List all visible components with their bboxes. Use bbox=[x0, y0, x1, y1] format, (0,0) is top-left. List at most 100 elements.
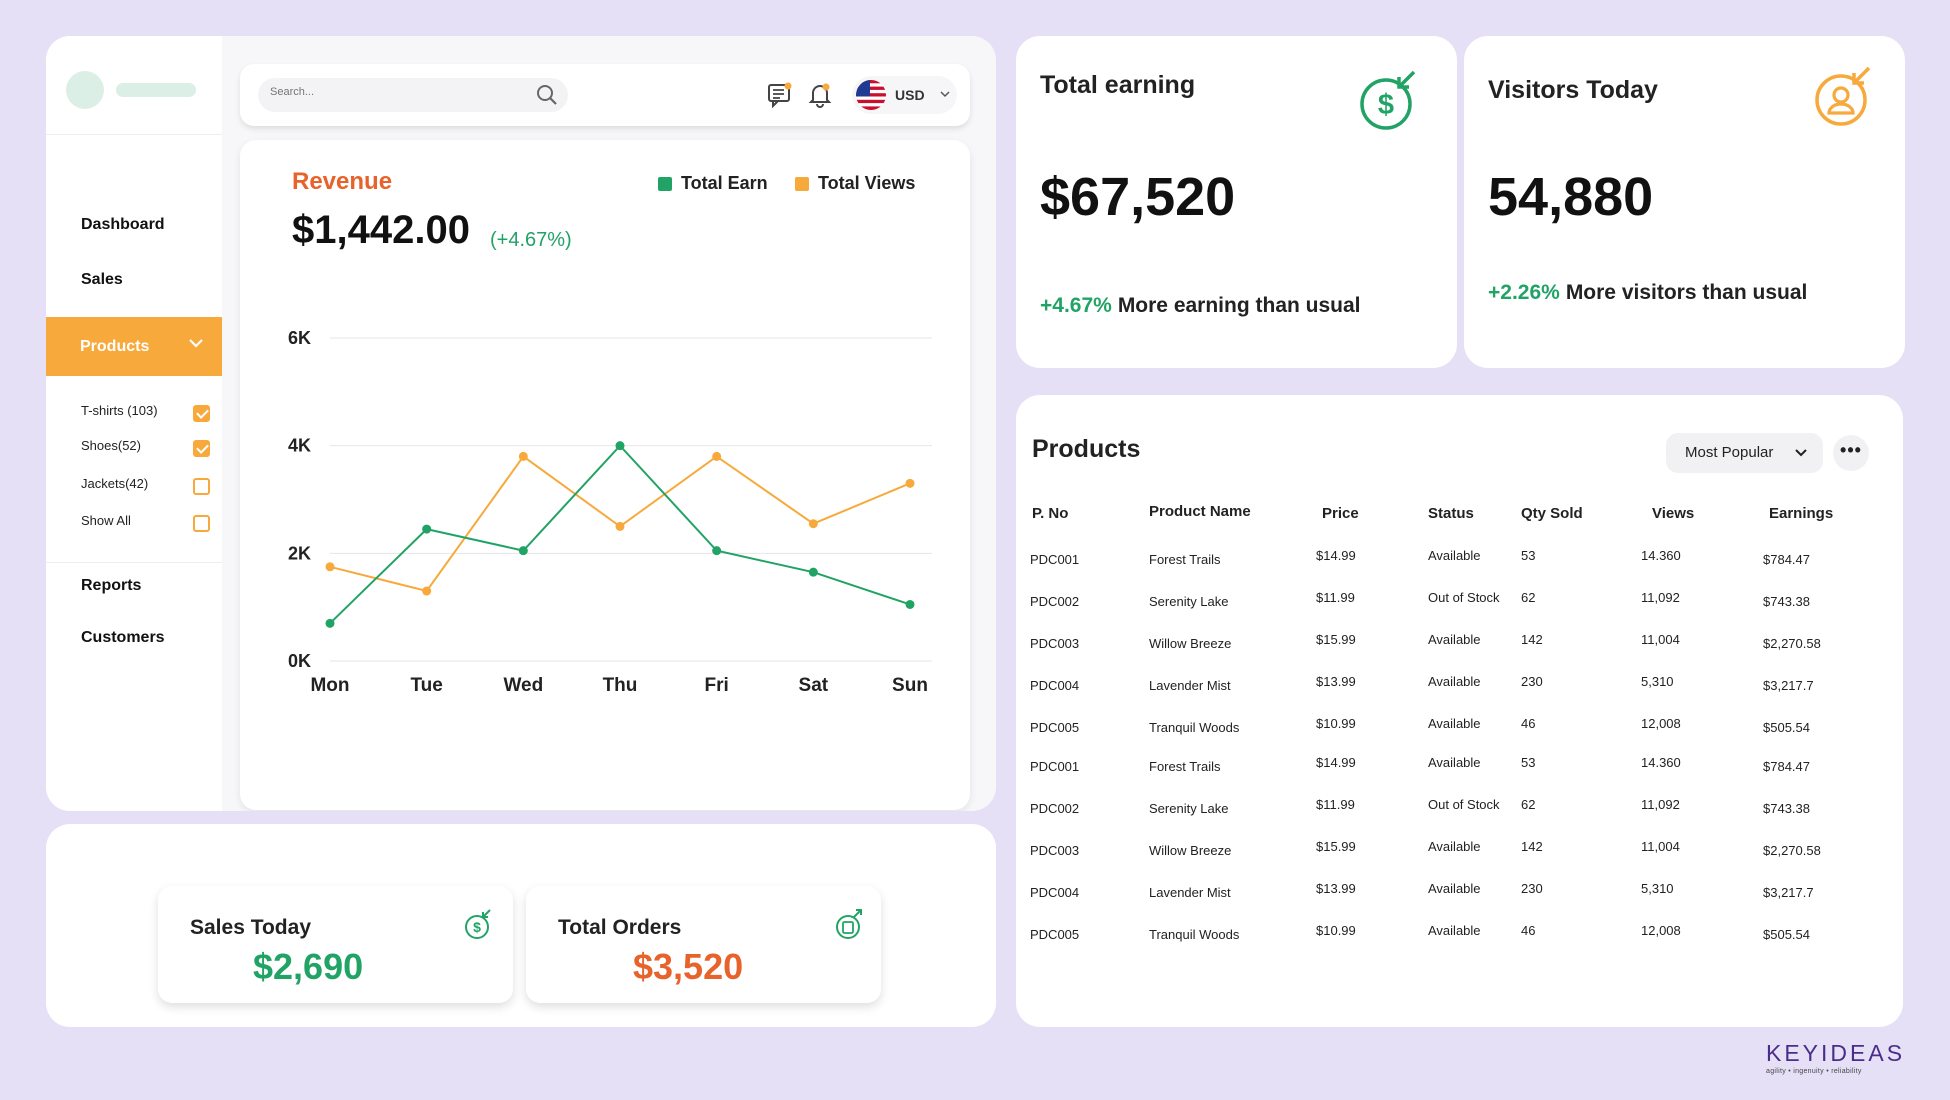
data-point[interactable] bbox=[518, 451, 528, 461]
total-earning-pct: +4.67% bbox=[1040, 294, 1112, 317]
data-point[interactable] bbox=[422, 524, 432, 534]
checkbox-shoes[interactable] bbox=[193, 440, 210, 457]
data-point[interactable] bbox=[325, 562, 335, 572]
more-options-button[interactable]: ••• bbox=[1833, 435, 1869, 471]
search-icon[interactable] bbox=[536, 84, 558, 106]
cell-qty-sold: 142 bbox=[1521, 839, 1543, 854]
data-point[interactable] bbox=[905, 478, 915, 488]
sales-today-value: $2,690 bbox=[253, 946, 364, 987]
cell-price: $10.99 bbox=[1316, 716, 1356, 731]
legend-label: Total Earn bbox=[681, 173, 768, 193]
sidebar: Dashboard Sales Products T-shirts (103) … bbox=[46, 36, 222, 811]
cell-price: $11.99 bbox=[1316, 590, 1355, 605]
column-header[interactable]: Product Name bbox=[1149, 503, 1251, 520]
cell-status: Available bbox=[1428, 839, 1481, 854]
data-point[interactable] bbox=[325, 618, 335, 628]
column-header[interactable]: Earnings bbox=[1769, 505, 1834, 522]
legend-swatch bbox=[658, 176, 672, 191]
legend-total-views: Total Views bbox=[795, 173, 915, 194]
cell-status: Available bbox=[1428, 755, 1481, 770]
logo-placeholder bbox=[116, 83, 196, 97]
visitors-today-note: +2.26% More visitors than usual bbox=[1488, 281, 1807, 305]
revenue-change: (+4.67%) bbox=[490, 229, 572, 251]
search-box bbox=[258, 78, 568, 112]
cell-earnings: $505.54 bbox=[1763, 927, 1810, 942]
sort-select[interactable]: Most Popular bbox=[1666, 433, 1823, 473]
column-header[interactable]: Qty Sold bbox=[1521, 505, 1583, 522]
brand-tagline: agility • ingenuity • reliability bbox=[1766, 1068, 1862, 1075]
main-panel: Dashboard Sales Products T-shirts (103) … bbox=[46, 36, 996, 811]
cell-pno: PDC002 bbox=[1030, 801, 1080, 816]
data-point[interactable] bbox=[712, 451, 722, 461]
data-point[interactable] bbox=[422, 586, 432, 596]
revenue-card: Revenue $1,442.00 (+4.67%) Total Earn To… bbox=[240, 140, 970, 810]
dollar-coin-icon: $ bbox=[1360, 70, 1416, 130]
y-tick-label: 2K bbox=[288, 543, 311, 563]
visitors-today-pct: +2.26% bbox=[1488, 281, 1560, 304]
column-header[interactable]: Status bbox=[1428, 505, 1474, 522]
visitors-today-note-text: More visitors than usual bbox=[1565, 281, 1808, 304]
data-point[interactable] bbox=[905, 599, 915, 609]
cell-earnings: $743.38 bbox=[1763, 801, 1810, 816]
cell-product-name: Serenity Lake bbox=[1149, 801, 1229, 816]
y-tick-label: 6K bbox=[288, 328, 311, 348]
data-point[interactable] bbox=[615, 441, 625, 451]
cell-earnings: $2,270.58 bbox=[1763, 636, 1821, 651]
cell-product-name: Willow Breeze bbox=[1149, 636, 1232, 651]
legend-total-earn: Total Earn bbox=[658, 173, 768, 194]
cell-views: 11,092 bbox=[1641, 797, 1680, 812]
sidebar-item-customers[interactable]: Customers bbox=[81, 629, 165, 646]
cell-product-name: Forest Trails bbox=[1149, 552, 1221, 567]
cell-status: Available bbox=[1428, 548, 1481, 563]
sales-today-card: Sales Today $2,690 $ bbox=[158, 886, 513, 1003]
sidebar-item-dashboard[interactable]: Dashboard bbox=[81, 216, 165, 233]
top-bar: USD bbox=[240, 64, 970, 126]
summary-panel: Sales Today $2,690 $ Total Orders $3,520 bbox=[46, 824, 996, 1027]
chat-icon[interactable] bbox=[767, 82, 793, 108]
sidebar-item-reports[interactable]: Reports bbox=[81, 577, 142, 594]
y-tick-label: 0K bbox=[288, 651, 311, 671]
checkbox-show-all[interactable] bbox=[193, 515, 210, 532]
svg-text:$: $ bbox=[473, 919, 481, 935]
cell-qty-sold: 142 bbox=[1521, 632, 1543, 647]
cell-product-name: Lavender Mist bbox=[1149, 678, 1231, 693]
data-point[interactable] bbox=[615, 521, 625, 531]
column-header[interactable]: Price bbox=[1322, 505, 1359, 522]
data-point[interactable] bbox=[808, 567, 818, 577]
cell-earnings: $784.47 bbox=[1763, 552, 1810, 567]
currency-select[interactable]: USD bbox=[852, 76, 957, 114]
cell-qty-sold: 53 bbox=[1521, 755, 1536, 770]
legend-swatch bbox=[795, 176, 809, 191]
cell-earnings: $2,270.58 bbox=[1763, 843, 1821, 858]
revenue-title: Revenue bbox=[292, 168, 393, 195]
bell-icon[interactable] bbox=[808, 82, 832, 108]
cell-pno: PDC005 bbox=[1030, 927, 1080, 942]
total-earning-note: +4.67% More earning than usual bbox=[1040, 294, 1361, 318]
sales-today-title: Sales Today bbox=[190, 916, 311, 939]
sidebar-item-sales[interactable]: Sales bbox=[81, 271, 123, 288]
data-point[interactable] bbox=[712, 546, 722, 556]
column-header[interactable]: P. No bbox=[1032, 505, 1069, 522]
checkbox-tshirts[interactable] bbox=[193, 405, 210, 422]
data-point[interactable] bbox=[808, 519, 818, 529]
column-header[interactable]: Views bbox=[1652, 505, 1695, 522]
svg-text:$: $ bbox=[1378, 89, 1394, 121]
cell-pno: PDC003 bbox=[1030, 636, 1080, 651]
sidebar-item-products[interactable]: Products bbox=[46, 317, 222, 376]
cell-pno: PDC004 bbox=[1030, 885, 1080, 900]
data-point[interactable] bbox=[518, 546, 528, 556]
chevron-down-icon bbox=[1795, 449, 1807, 457]
visitor-user-icon bbox=[1815, 66, 1871, 126]
checkbox-jackets[interactable] bbox=[193, 478, 210, 495]
filter-shoes: Shoes(52) bbox=[81, 438, 201, 458]
cell-price: $10.99 bbox=[1316, 923, 1356, 938]
orders-box-icon bbox=[836, 909, 862, 939]
cell-product-name: Serenity Lake bbox=[1149, 594, 1229, 609]
total-orders-title: Total Orders bbox=[558, 916, 682, 939]
search-input[interactable] bbox=[270, 86, 510, 98]
divider bbox=[46, 134, 222, 135]
x-tick-label: Sun bbox=[892, 675, 928, 696]
cell-views: 12,008 bbox=[1641, 923, 1681, 938]
cell-earnings: $743.38 bbox=[1763, 594, 1810, 609]
filter-label: Jackets(42) bbox=[81, 476, 149, 491]
